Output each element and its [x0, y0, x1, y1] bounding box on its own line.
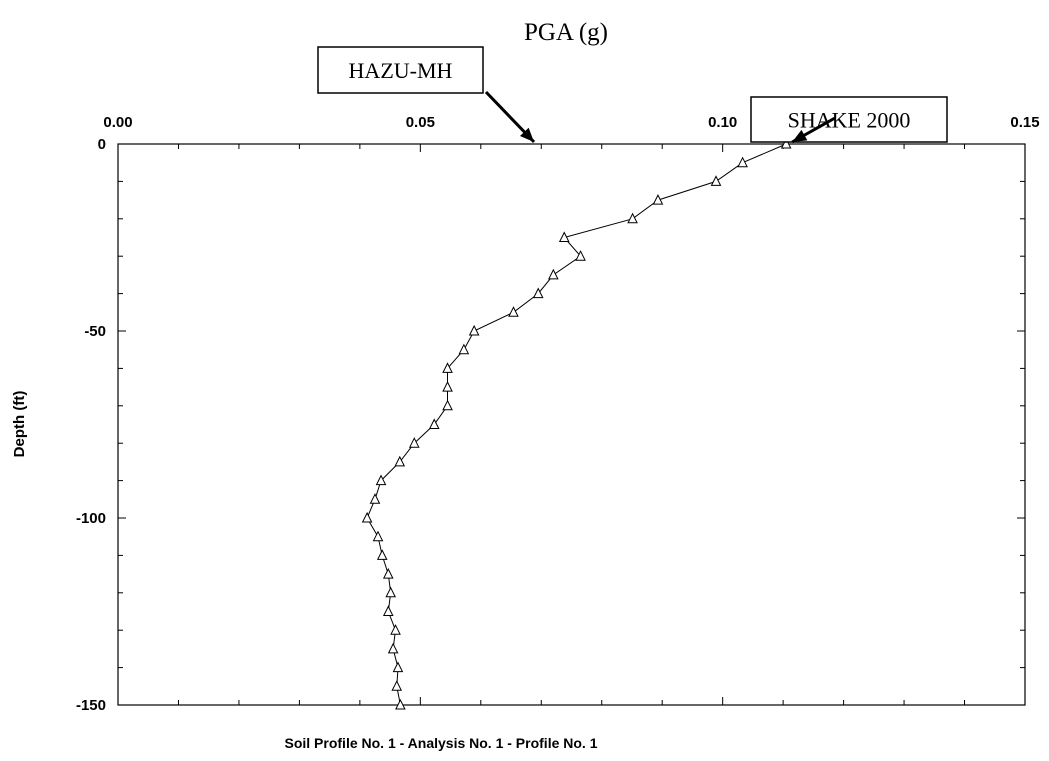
data-point-marker	[394, 455, 406, 467]
plot-frame	[117, 143, 1026, 706]
x-tick-label: 0.10	[708, 114, 737, 131]
data-point-marker	[375, 474, 387, 486]
y-axis-label: Depth (ft)	[11, 391, 28, 458]
annotation-box	[317, 46, 484, 94]
data-point-marker	[442, 380, 453, 392]
y-tick-label: -100	[76, 510, 106, 527]
y-tick-label: 0	[98, 136, 106, 153]
data-point-marker	[369, 493, 381, 504]
data-point-marker	[780, 137, 792, 149]
data-point-marker	[392, 661, 404, 673]
data-point-marker	[508, 306, 519, 317]
data-point-marker	[376, 549, 388, 560]
data-point-marker	[652, 193, 664, 205]
y-tick-label: -50	[84, 323, 106, 340]
x-tick-label: 0.15	[1010, 114, 1039, 131]
x-tick-label: 0.05	[406, 114, 435, 131]
data-point-marker	[372, 530, 384, 542]
data-point-marker	[361, 511, 373, 523]
data-point-marker	[737, 156, 748, 168]
data-point-marker	[548, 268, 559, 280]
data-point-marker	[468, 324, 480, 336]
data-point-marker	[532, 287, 544, 299]
data-point-marker	[710, 175, 722, 186]
data-point-marker	[390, 624, 401, 635]
x-axis-label: Soil Profile No. 1 - Analysis No. 1 - Pr…	[285, 735, 598, 751]
chart-title: PGA (g)	[524, 19, 608, 46]
data-point-marker	[442, 399, 453, 411]
x-tick-label: 0.00	[103, 114, 132, 131]
data-point-marker	[575, 250, 586, 261]
data-point-marker	[385, 586, 397, 598]
data-point-marker	[558, 231, 570, 242]
annotation-box	[750, 96, 948, 143]
annotation-label: SHAKE 2000	[788, 108, 911, 133]
data-point-marker	[387, 642, 399, 654]
data-point-marker	[408, 437, 420, 448]
data-point-marker	[458, 343, 470, 355]
y-tick-label: -150	[76, 697, 106, 714]
data-point-marker	[428, 418, 440, 429]
data-point-marker	[382, 567, 394, 579]
series-line	[366, 143, 787, 706]
annotation-arrowhead	[519, 127, 535, 142]
data-point-marker	[382, 605, 394, 616]
data-point-marker	[391, 680, 403, 691]
data-point-marker	[442, 362, 453, 373]
data-point-marker	[627, 212, 638, 224]
data-point-marker	[395, 698, 406, 710]
annotation-arrowhead	[792, 129, 808, 142]
annotation-label: HAZU-MH	[349, 58, 453, 83]
